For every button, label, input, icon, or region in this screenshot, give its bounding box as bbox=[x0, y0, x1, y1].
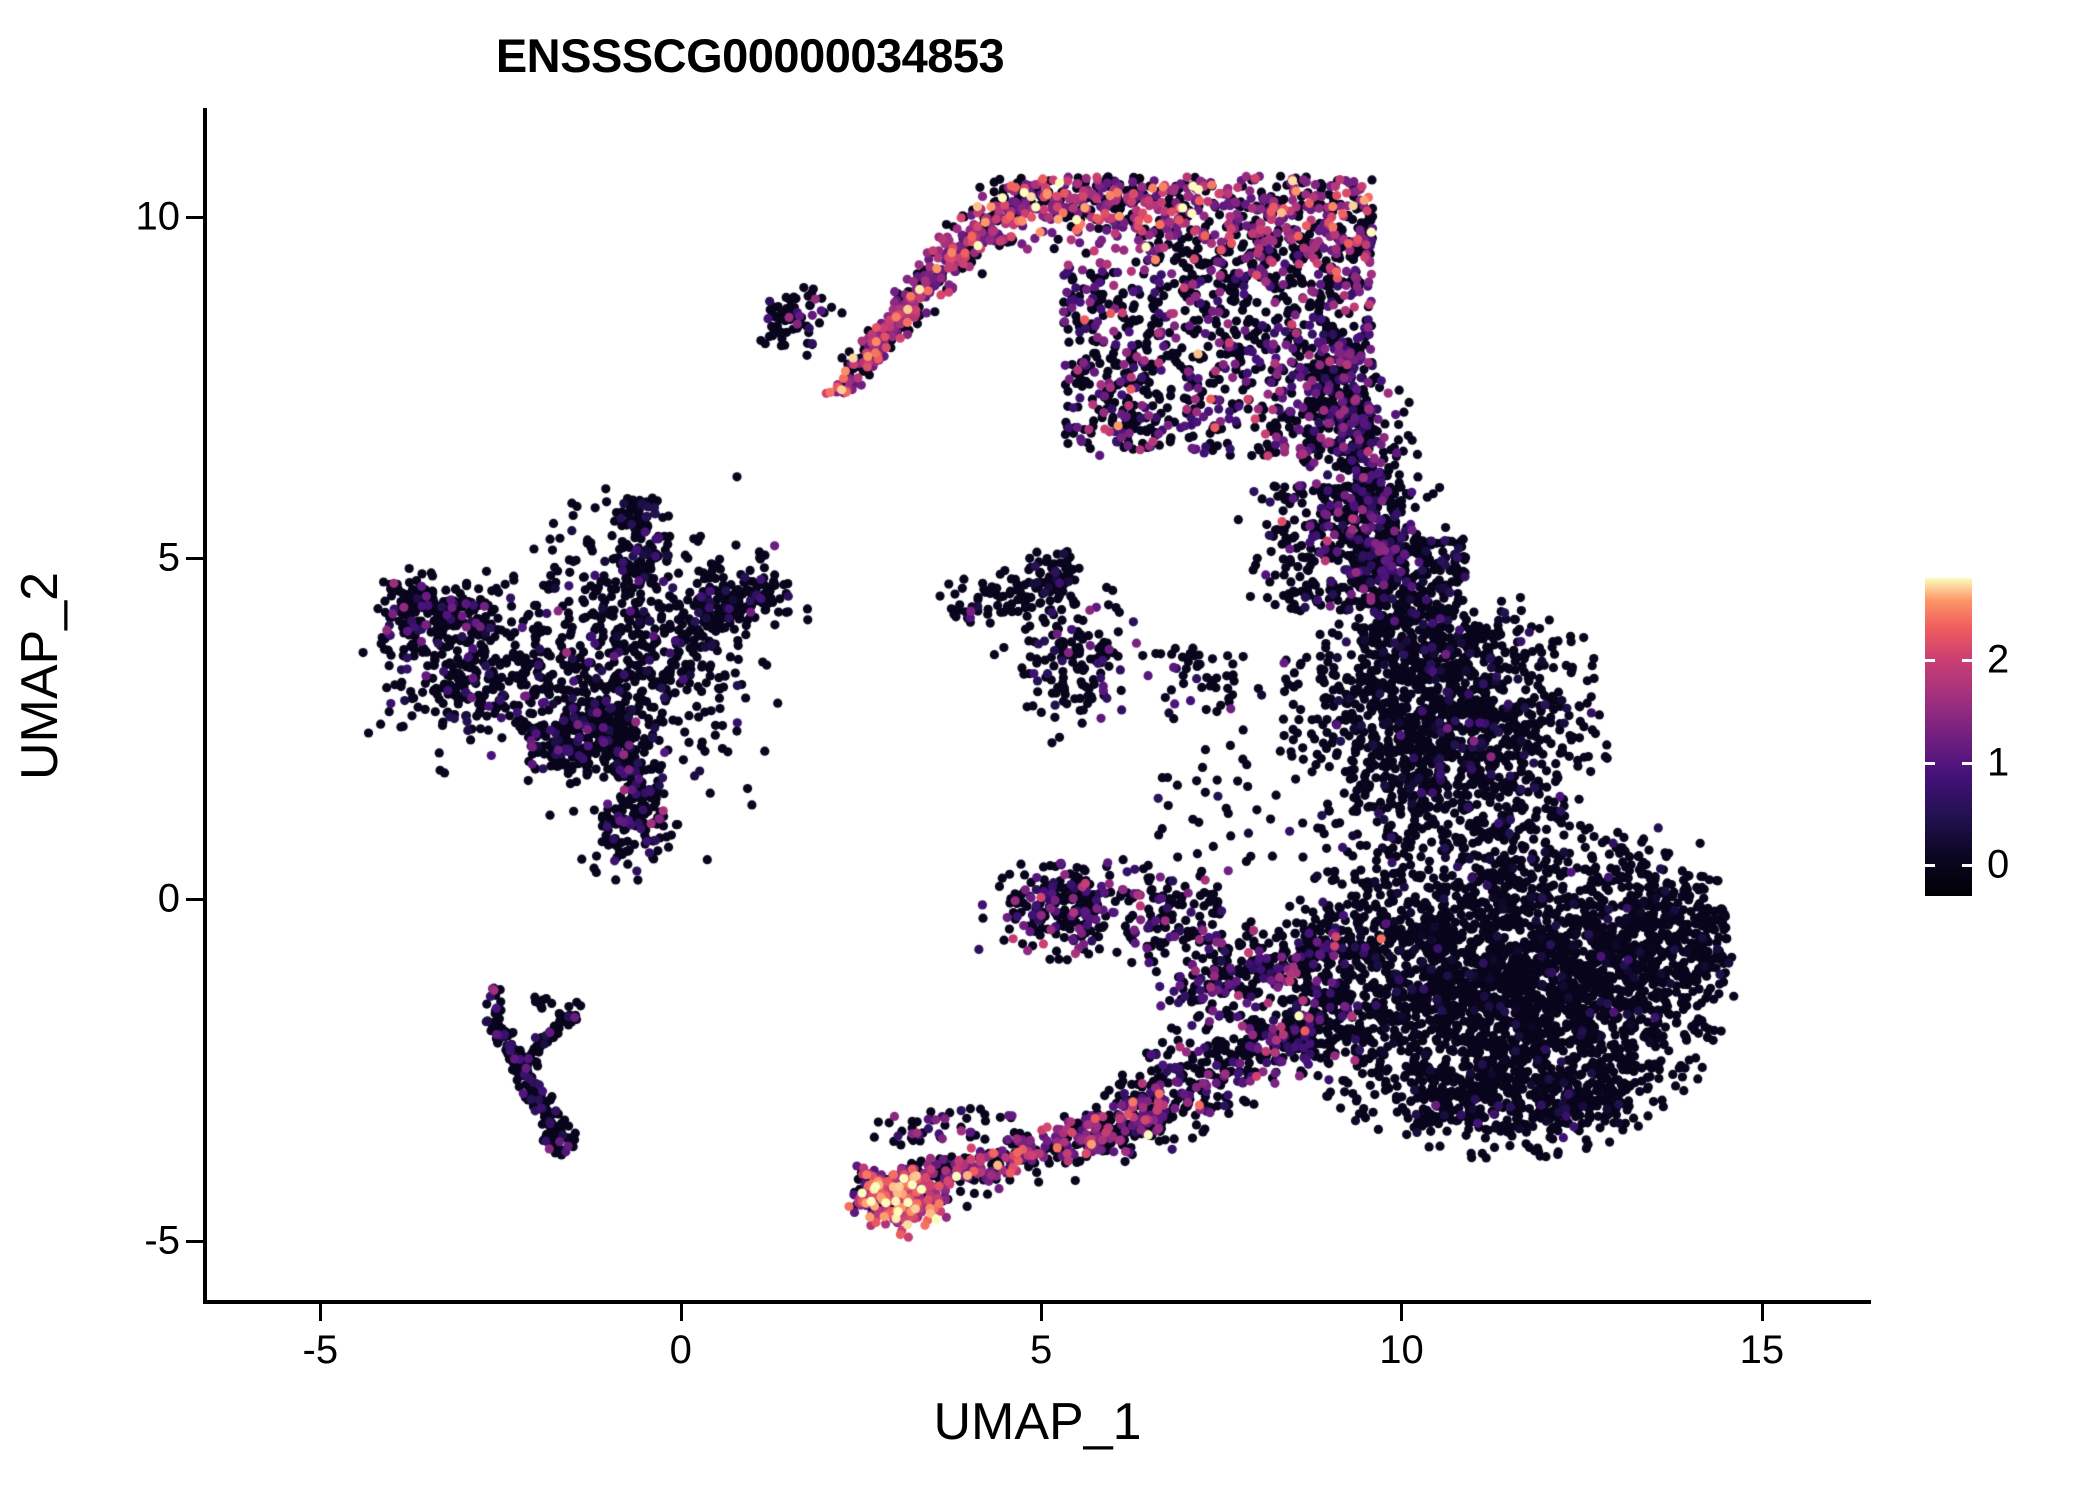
x-tick-label: 0 bbox=[669, 1328, 692, 1372]
x-tick-mark bbox=[1040, 1304, 1044, 1321]
colorbar-tick-label: 2 bbox=[1987, 637, 2010, 682]
colorbar-gradient bbox=[1925, 578, 1972, 896]
colorbar-tick-label: 1 bbox=[1987, 740, 2010, 785]
x-tick-label: 15 bbox=[1739, 1328, 1785, 1372]
y-tick-mark bbox=[186, 898, 203, 902]
x-tick-mark bbox=[319, 1304, 323, 1321]
y-tick-label: 5 bbox=[157, 535, 180, 580]
x-axis-line bbox=[203, 1300, 1871, 1304]
x-tick-mark bbox=[679, 1304, 683, 1321]
y-tick-label: 0 bbox=[157, 876, 180, 921]
y-tick-mark bbox=[186, 1239, 203, 1243]
colorbar-tick-mark bbox=[1925, 761, 1972, 765]
y-tick-label: -5 bbox=[144, 1218, 180, 1263]
colorbar-tick-mark bbox=[1925, 659, 1972, 663]
y-tick-label: 10 bbox=[135, 194, 181, 239]
y-axis-line bbox=[203, 108, 207, 1304]
colorbar-tick-mark bbox=[1925, 864, 1972, 868]
page-title: ENSSSCG00000034853 bbox=[495, 29, 1005, 82]
x-tick-label: 10 bbox=[1379, 1328, 1424, 1372]
x-tick-label: 5 bbox=[1029, 1328, 1053, 1372]
scatter-plot-area bbox=[205, 108, 1870, 1302]
x-tick-mark bbox=[1760, 1304, 1764, 1321]
colorbar-legend: 0 1 2 bbox=[1925, 578, 2085, 898]
y-tick-mark bbox=[186, 216, 203, 220]
colorbar-tick-label: 0 bbox=[1987, 842, 2010, 887]
x-tick-label: -5 bbox=[302, 1328, 339, 1372]
x-axis-title: UMAP_1 bbox=[933, 1393, 1142, 1451]
scatter-canvas bbox=[205, 108, 1870, 1302]
y-axis-title: UMAP_2 bbox=[11, 571, 69, 781]
x-tick-mark bbox=[1400, 1304, 1404, 1321]
y-tick-mark bbox=[186, 557, 203, 561]
